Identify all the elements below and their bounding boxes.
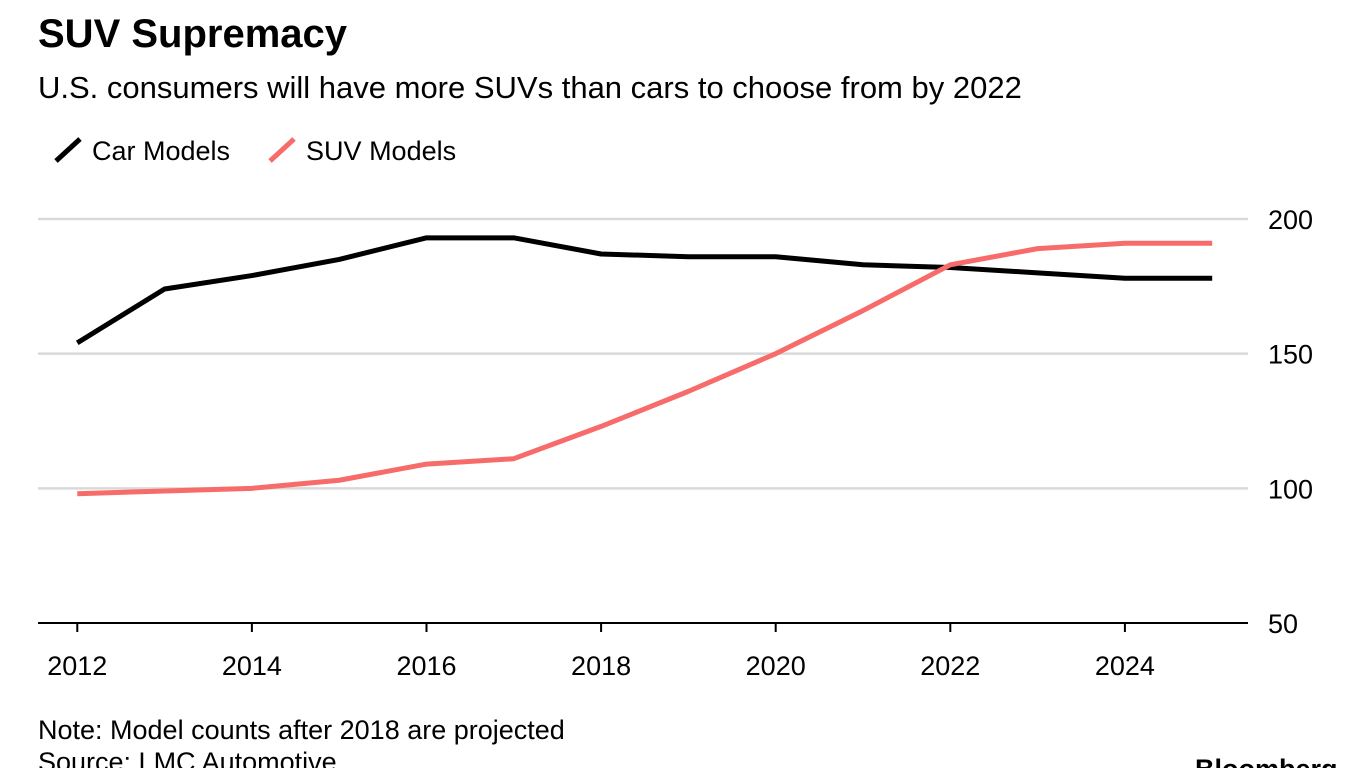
series-line [75, 235, 1213, 346]
y-tick-label: 150 [1268, 340, 1313, 370]
x-tick-label: 2018 [571, 651, 631, 681]
legend-label: SUV Models [306, 136, 456, 166]
note: Note: Model counts after 2018 are projec… [38, 715, 565, 745]
y-tick-label: 50 [1268, 609, 1298, 639]
brand: Bloomberg [1195, 754, 1338, 768]
source: Source: LMC Automotive [38, 747, 337, 768]
x-tick-label: 2014 [222, 651, 282, 681]
y-tick-label: 200 [1268, 205, 1313, 235]
chart-title: SUV Supremacy [38, 12, 348, 56]
y-tick-label: 100 [1268, 474, 1313, 504]
x-tick-label: 2022 [920, 651, 980, 681]
x-tick-label: 2016 [396, 651, 456, 681]
legend-swatch [54, 137, 82, 163]
chart-subtitle: U.S. consumers will have more SUVs than … [38, 70, 1022, 105]
x-tick-label: 2012 [47, 651, 107, 681]
legend-swatch [268, 137, 296, 163]
x-tick-label: 2020 [746, 651, 806, 681]
x-tick-label: 2024 [1095, 651, 1155, 681]
legend-label: Car Models [92, 136, 230, 166]
series-line [77, 240, 1213, 497]
